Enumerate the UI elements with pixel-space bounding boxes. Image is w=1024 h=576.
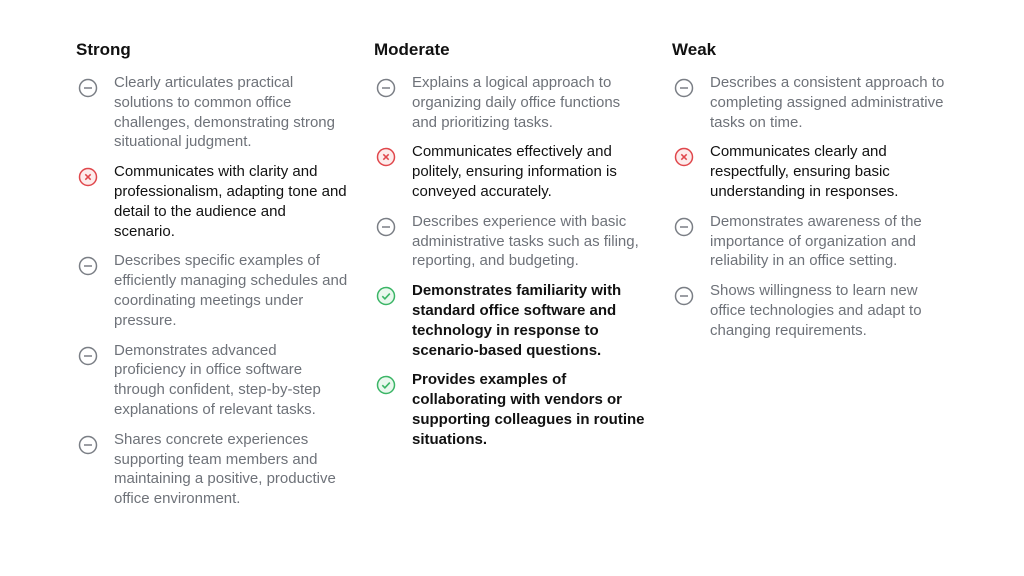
- criterion-text: Communicates clearly and respectfully, e…: [710, 143, 899, 200]
- criterion: Demonstrates advanced proficiency in off…: [76, 341, 366, 420]
- column: Moderate Explains a logical approach to …: [374, 38, 664, 450]
- status-icon: [376, 376, 396, 395]
- column-title: Weak: [672, 40, 717, 59]
- criterion-text: Communicates effectively and politely, e…: [412, 143, 617, 200]
- criterion: Explains a logical approach to organizin…: [374, 73, 664, 132]
- criterion: Communicates with clarity and profession…: [76, 162, 366, 241]
- criterion-text: Shows willingness to learn new office te…: [710, 282, 922, 339]
- criterion: Demonstrates awareness of the importance…: [672, 212, 962, 271]
- criterion: Describes a consistent approach to compl…: [672, 73, 962, 132]
- status-icon: [674, 148, 694, 167]
- status-icon: [376, 148, 396, 167]
- status-icon: [78, 346, 98, 365]
- criterion-text: Demonstrates familiarity with standard o…: [412, 282, 622, 359]
- criterion-text: Demonstrates advanced proficiency in off…: [114, 341, 321, 418]
- criterion: Describes experience with basic administ…: [374, 212, 664, 271]
- status-icon: [674, 217, 694, 237]
- criterion-text: Provides examples of collaborating with …: [412, 371, 645, 448]
- criterion-text: Describes a consistent approach to compl…: [710, 74, 945, 131]
- status-icon: [376, 286, 396, 306]
- criterion: Demonstrates familiarity with standard o…: [374, 281, 664, 360]
- criterion-text: Clearly articulates practical solutions …: [114, 74, 335, 151]
- status-icon: [376, 78, 396, 98]
- criterion: Describes specific examples of efficient…: [76, 251, 366, 330]
- criterion-text: Demonstrates awareness of the importance…: [710, 212, 922, 270]
- criterion-text: Describes specific examples of efficient…: [114, 252, 348, 329]
- criteria-list: Describes a consistent approach to compl…: [672, 73, 962, 341]
- status-icon: [674, 286, 694, 306]
- criterion: Communicates effectively and politely, e…: [374, 142, 664, 201]
- criteria-list: Clearly articulates practical solutions …: [76, 73, 366, 509]
- status-icon: [78, 435, 98, 454]
- criterion-text: Describes experience with basic administ…: [412, 212, 639, 270]
- status-icon: [78, 78, 98, 98]
- status-icon: [674, 78, 694, 98]
- status-icon: [78, 257, 98, 276]
- criterion: Clearly articulates practical solutions …: [76, 73, 366, 152]
- criterion: Shows willingness to learn new office te…: [672, 281, 962, 340]
- status-icon: [78, 167, 98, 187]
- criteria-list: Explains a logical approach to organizin…: [374, 73, 664, 450]
- column: Strong Clearly articulates practical sol…: [76, 38, 366, 509]
- column: Weak Describes a consistent approach to …: [672, 38, 962, 341]
- column-title: Strong: [76, 40, 131, 59]
- criterion: Communicates clearly and respectfully, e…: [672, 142, 962, 201]
- criterion: Provides examples of collaborating with …: [374, 370, 664, 449]
- criterion-text: Explains a logical approach to organizin…: [412, 74, 621, 131]
- criterion-text: Shares concrete experiences supporting t…: [114, 430, 336, 508]
- criterion: Shares concrete experiences supporting t…: [76, 430, 366, 509]
- criterion-text: Communicates with clarity and profession…: [114, 163, 347, 240]
- column-title: Moderate: [374, 40, 450, 59]
- status-icon: [376, 217, 396, 237]
